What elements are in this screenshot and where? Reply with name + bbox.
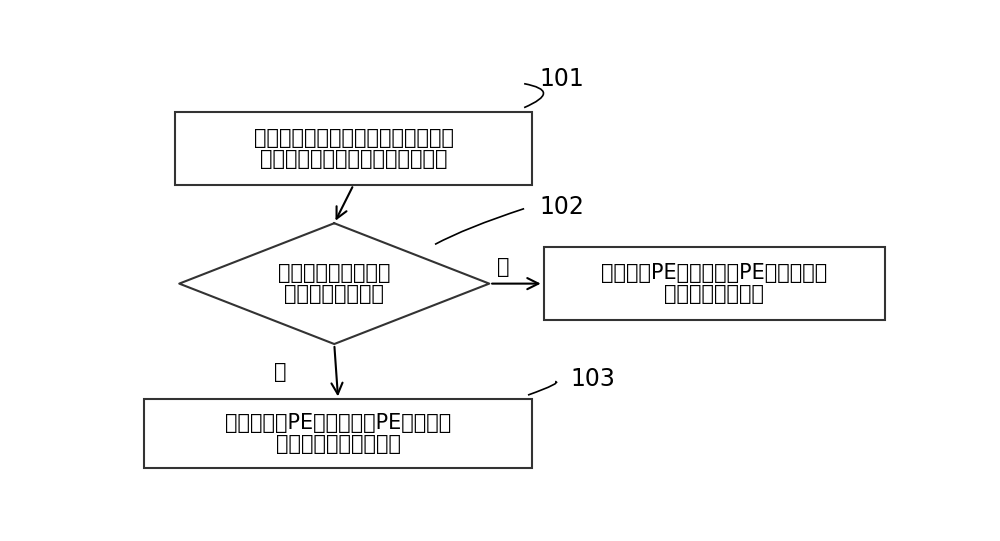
Text: 检测所述第一通道上: 检测所述第一通道上 <box>278 263 390 283</box>
Text: 是: 是 <box>274 361 286 381</box>
Text: 101: 101 <box>540 68 584 91</box>
Text: 是否发生故障事件: 是否发生故障事件 <box>284 284 384 304</box>
Text: 将所述源端PE和所述宿端PE的工作通: 将所述源端PE和所述宿端PE的工作通 <box>225 413 451 433</box>
FancyBboxPatch shape <box>544 247 885 320</box>
Text: 仍为所述第一通道: 仍为所述第一通道 <box>664 284 764 304</box>
Text: 否: 否 <box>497 257 510 277</box>
Polygon shape <box>179 223 489 344</box>
FancyBboxPatch shape <box>175 112 532 184</box>
Text: 102: 102 <box>540 195 584 219</box>
Text: 103: 103 <box>571 367 616 392</box>
Text: 时延和所述第一通道的连续性参数: 时延和所述第一通道的连续性参数 <box>260 149 447 169</box>
Text: 所述源端PE和所述宿端PE的工作通道: 所述源端PE和所述宿端PE的工作通道 <box>601 263 827 283</box>
Text: 获取所述第一通道上所传输的数据的: 获取所述第一通道上所传输的数据的 <box>254 128 454 148</box>
FancyBboxPatch shape <box>144 399 532 468</box>
Text: 道切换至所述第二通道: 道切换至所述第二通道 <box>276 434 401 454</box>
